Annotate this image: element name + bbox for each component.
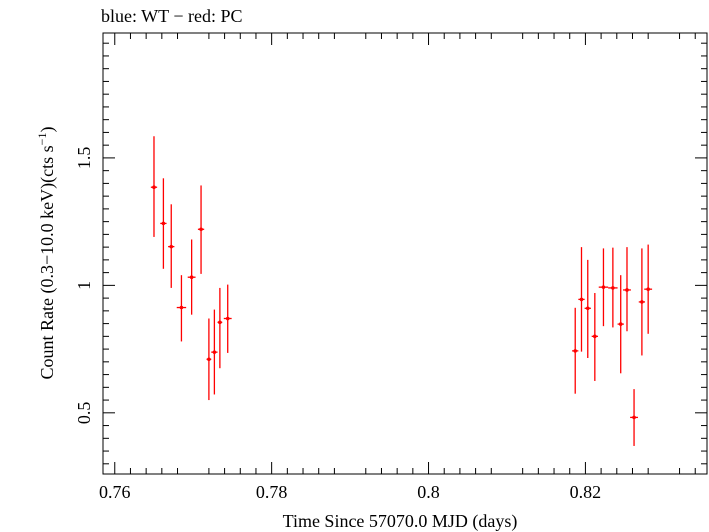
point-marker — [189, 275, 194, 280]
point-marker — [161, 221, 166, 226]
data-point — [598, 248, 609, 327]
y-axis-title-main: Count Rate (0.3−10.0 keV)(cts s — [37, 145, 58, 379]
data-point — [211, 309, 218, 395]
header-note: blue: WT − red: PC — [101, 6, 242, 26]
point-marker — [207, 357, 211, 362]
x-tick-label: 0.82 — [570, 482, 602, 502]
point-marker — [646, 287, 650, 291]
point-marker — [169, 244, 174, 249]
y-tick-label: 1.5 — [74, 147, 94, 170]
point-marker — [593, 334, 597, 339]
y-axis-title-superscript: −1 — [35, 133, 49, 146]
point-marker — [640, 300, 644, 304]
point-marker — [573, 349, 578, 353]
data-point — [160, 178, 167, 269]
point-marker — [601, 285, 606, 289]
data-point — [197, 185, 205, 274]
point-marker — [579, 297, 584, 302]
point-marker — [632, 415, 636, 420]
y-tick-label: 0.5 — [74, 402, 94, 425]
data-point — [617, 275, 624, 374]
data-point — [187, 239, 196, 315]
data-point — [630, 389, 638, 446]
point-marker — [618, 322, 623, 326]
tick-labels: 0.76 0.78 0.8 0.82 0.5 1 1.5 — [74, 147, 601, 502]
point-marker — [212, 350, 217, 354]
axis-ticks — [103, 33, 707, 474]
data-point — [572, 307, 579, 394]
x-axis-title: Time Since 57070.0 MJD (days) — [283, 511, 518, 532]
data-point — [223, 284, 232, 353]
plot-area: 0.76 0.78 0.8 0.82 0.5 1 1.5 — [74, 32, 708, 502]
data-point — [578, 247, 585, 352]
point-marker — [179, 305, 184, 310]
y-axis-title: Count Rate (0.3−10.0 keV)(cts s−1) — [35, 127, 58, 380]
data-point — [176, 275, 187, 342]
data-point — [638, 248, 646, 356]
data-point — [608, 247, 618, 328]
data-point — [623, 247, 631, 332]
point-marker — [199, 227, 203, 232]
point-marker — [611, 286, 615, 290]
point-marker — [152, 185, 156, 190]
data-point — [591, 293, 598, 381]
y-tick-label: 1 — [74, 281, 94, 290]
x-tick-label: 0.8 — [417, 482, 440, 502]
x-tick-label: 0.78 — [256, 482, 288, 502]
data-point — [150, 136, 158, 237]
data-point — [217, 287, 223, 369]
data-point — [644, 244, 653, 334]
data-point — [584, 259, 591, 359]
point-marker — [218, 320, 222, 325]
plot-frame — [102, 32, 708, 475]
point-marker — [585, 306, 590, 311]
data-point — [168, 204, 175, 288]
data-points — [150, 136, 653, 446]
x-tick-label: 0.76 — [99, 482, 131, 502]
point-marker — [225, 316, 230, 321]
point-marker — [625, 288, 629, 292]
data-point — [206, 318, 212, 401]
y-axis-title-close: ) — [37, 127, 58, 133]
